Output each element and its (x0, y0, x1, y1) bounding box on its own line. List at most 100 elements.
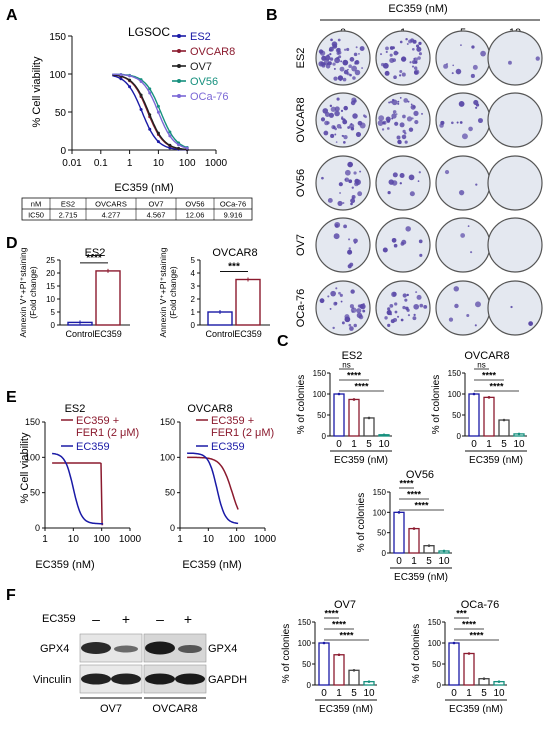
d-ylabel-2: (Fold change) (168, 266, 178, 319)
d-bar (95, 270, 121, 326)
c-category-label: 1 (486, 439, 492, 450)
colony (359, 46, 365, 51)
colony (330, 38, 333, 42)
a-xtick-label: 1 (127, 158, 133, 169)
c-point (427, 544, 431, 547)
colony (341, 321, 345, 325)
colony (411, 65, 415, 68)
e-ytick-label: 100 (160, 452, 175, 462)
d-ytick-label: 15 (46, 282, 55, 291)
colony (412, 39, 417, 44)
a-point (139, 93, 143, 97)
e-xtick-label: 1 (177, 534, 183, 545)
b-row-label: OV7 (295, 234, 307, 256)
panel-f: F EC359 – + – + GPX4 Vinculin GPX4 GAPDH… (6, 587, 247, 715)
colony (344, 178, 347, 181)
colony (332, 326, 335, 330)
d-sig-stars: *** (228, 262, 240, 273)
e-xtick-label: 1 (42, 534, 48, 545)
colony (400, 318, 404, 322)
c-category-label: 0 (471, 439, 477, 450)
a-legend-label: OV7 (190, 61, 212, 73)
panel-a-letter: A (6, 7, 18, 24)
colony (389, 303, 394, 308)
c-chart-title: OV56 (406, 469, 434, 481)
c-ytick-label: 150 (313, 369, 327, 378)
colony (353, 171, 357, 175)
c-bar (393, 511, 405, 554)
a-point (148, 113, 152, 117)
colony (398, 140, 402, 145)
a-point (156, 104, 160, 108)
colony (355, 131, 362, 137)
a-legend-label: OCa-76 (190, 91, 229, 103)
c-sig-label: **** (414, 501, 429, 511)
colony (320, 117, 326, 122)
colony (351, 196, 354, 199)
colony (401, 72, 406, 77)
b-row-label: OVCAR8 (295, 97, 307, 142)
band-ovcar8-gpx4-control (145, 641, 175, 655)
colony-plate (487, 155, 543, 211)
colony (357, 191, 363, 197)
colony (324, 55, 331, 61)
c-bar (333, 393, 345, 437)
colony (349, 73, 352, 77)
a-point (128, 78, 132, 82)
a-legend-marker (177, 64, 181, 68)
a-point (148, 87, 152, 91)
colony (394, 121, 399, 126)
c-sig-label: **** (324, 609, 339, 619)
colony (350, 127, 355, 131)
colony (344, 60, 347, 63)
band-ov7-gpx4-control (81, 642, 111, 654)
colony (393, 75, 397, 80)
colony (340, 60, 343, 63)
panel-d-charts: Annexin V⁺+PI⁺staining (Fold change)ES205… (18, 247, 270, 339)
c-category-label: 10 (363, 688, 375, 699)
c-ytick-label: 0 (437, 681, 442, 690)
c-xlabel: EC359 (nM) (469, 455, 523, 466)
a-ytick-label: 100 (49, 70, 66, 81)
colony (392, 317, 398, 323)
a-point (128, 85, 132, 89)
band-ov7-vinculin-ec359 (111, 673, 141, 685)
colony (336, 97, 340, 101)
c-point (452, 641, 456, 645)
colony (408, 174, 415, 181)
c-point (412, 527, 416, 530)
colony (348, 238, 351, 241)
colony-plate (435, 30, 491, 86)
colony (402, 293, 407, 298)
panel-e-letter: E (6, 389, 17, 406)
ic50-value-cell: 9.916 (224, 211, 243, 220)
ic50-value-cell: 12.06 (186, 211, 205, 220)
e-xtick-label: 10 (68, 534, 80, 545)
colony (415, 291, 418, 294)
colony (335, 287, 338, 290)
a-point (156, 110, 160, 114)
colony (387, 307, 391, 311)
colony (339, 66, 345, 72)
c-chart-title: OV7 (334, 599, 356, 611)
d-ylabel-2: (Fold change) (28, 266, 38, 319)
c-point (467, 652, 471, 655)
blot-label-gapdh: GAPDH (208, 674, 247, 686)
c-category-label: 1 (466, 688, 472, 699)
cell-line-ov7: OV7 (100, 703, 122, 715)
ic50-value-cell: 2.715 (59, 211, 78, 220)
colony (349, 57, 355, 62)
c-point (487, 396, 491, 399)
colony (362, 309, 366, 313)
blot-label-vinculin: Vinculin (33, 674, 71, 686)
a-legend-label: OVCAR8 (190, 46, 235, 58)
colony (394, 310, 398, 314)
colony (389, 58, 395, 64)
panel-a-x-ticks: 0.01 0.1 1 10 100 1000 (62, 150, 228, 169)
c-bar (468, 393, 480, 437)
c-category-label: 1 (351, 439, 357, 450)
a-point (168, 143, 172, 147)
colony (327, 295, 330, 298)
panel-b: B EC359 (nM) 01510ES2OVCAR8OV56OV7OCa-76 (266, 3, 543, 336)
